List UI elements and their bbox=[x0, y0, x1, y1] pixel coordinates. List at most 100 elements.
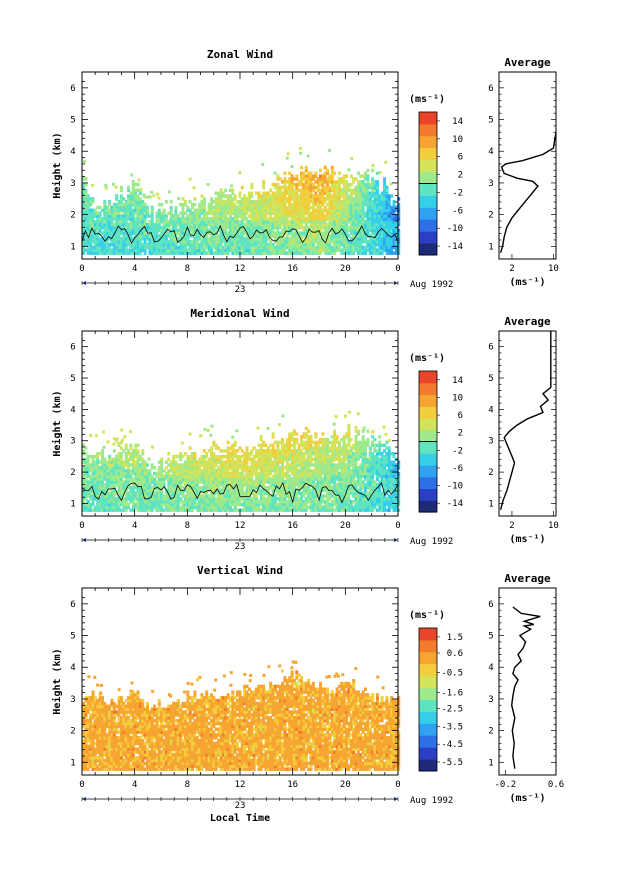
heatmap-cell bbox=[202, 197, 206, 201]
heatmap-cell bbox=[172, 248, 176, 252]
heatmap-cell bbox=[278, 237, 282, 241]
heatmap-cell bbox=[307, 211, 311, 215]
heatmap-cell bbox=[172, 471, 176, 476]
heatmap-cell bbox=[176, 488, 180, 493]
heatmap-cell bbox=[359, 214, 363, 218]
heatmap-cell bbox=[103, 469, 107, 473]
heatmap-cell bbox=[326, 194, 330, 198]
heatmap-cell bbox=[200, 245, 204, 250]
heatmap-cell bbox=[131, 202, 135, 207]
heatmap-cell bbox=[373, 214, 377, 218]
heatmap-cell bbox=[141, 466, 145, 470]
heatmap-cell bbox=[278, 197, 282, 201]
heatmap-cell bbox=[98, 485, 102, 490]
heatmap-cell bbox=[278, 251, 282, 255]
heatmap-cell bbox=[214, 485, 218, 490]
heatmap-cell bbox=[219, 240, 223, 244]
heatmap-cell bbox=[236, 497, 239, 501]
heatmap-cell bbox=[314, 180, 318, 184]
heatmap-cell bbox=[122, 234, 126, 238]
heatmap-cell bbox=[366, 214, 370, 218]
heatmap-cell bbox=[86, 502, 90, 507]
heatmap-cell bbox=[385, 205, 389, 210]
heatmap-cell bbox=[392, 240, 396, 244]
heatmap-cell bbox=[290, 242, 294, 247]
heatmap-cell bbox=[115, 463, 119, 467]
heatmap-cell bbox=[195, 245, 199, 250]
heatmap-cell bbox=[361, 208, 365, 213]
heatmap-cell bbox=[191, 240, 194, 244]
heatmap-cell bbox=[214, 480, 218, 484]
heatmap-cell bbox=[245, 237, 249, 241]
heatmap-cell bbox=[354, 177, 358, 181]
heatmap-cell bbox=[290, 208, 294, 213]
heatmap-cell bbox=[105, 463, 109, 467]
heatmap-cell bbox=[262, 217, 266, 221]
heatmap-cell bbox=[292, 460, 296, 464]
heatmap-cell bbox=[153, 231, 157, 235]
heatmap-cell bbox=[93, 483, 97, 487]
heatmap-cell bbox=[290, 180, 294, 184]
heatmap-cell bbox=[221, 508, 225, 512]
heatmap-cell bbox=[181, 502, 185, 507]
heatmap-cell bbox=[326, 463, 330, 467]
heatmap-cell bbox=[226, 491, 230, 495]
heatmap-cell bbox=[219, 494, 223, 498]
heatmap-cell bbox=[233, 497, 237, 501]
heatmap-cell bbox=[333, 211, 337, 215]
heatmap-cell bbox=[326, 177, 330, 181]
heatmap-cell bbox=[264, 222, 268, 227]
heatmap-cell bbox=[93, 505, 97, 510]
heatmap-cell bbox=[219, 500, 223, 504]
heatmap-cell bbox=[157, 494, 161, 498]
heatmap-cell bbox=[228, 452, 232, 456]
heatmap-cell bbox=[167, 251, 171, 255]
heatmap-cell bbox=[347, 217, 351, 221]
heatmap-cell bbox=[191, 248, 194, 252]
heatmap-cell bbox=[212, 443, 216, 447]
x-tick-label: 0 bbox=[395, 264, 400, 274]
heatmap-cell bbox=[340, 191, 344, 195]
heatmap-cell bbox=[274, 488, 277, 493]
heatmap-cell bbox=[210, 222, 213, 227]
heatmap-cell bbox=[269, 460, 273, 464]
heatmap-cell bbox=[150, 242, 154, 247]
heatmap-cell bbox=[228, 474, 232, 478]
heatmap-cell bbox=[84, 502, 88, 507]
heatmap-cell bbox=[304, 237, 308, 241]
heatmap-cell bbox=[352, 217, 356, 221]
heatmap-cell bbox=[257, 466, 261, 470]
heatmap-cell bbox=[266, 208, 270, 213]
heatmap-cell bbox=[226, 242, 230, 247]
heatmap-cell bbox=[311, 220, 315, 224]
heatmap-cell bbox=[288, 463, 292, 467]
heatmap-cell bbox=[302, 446, 306, 450]
heatmap-cell bbox=[274, 197, 277, 201]
heatmap-cell bbox=[297, 188, 301, 193]
heatmap-cell bbox=[269, 505, 273, 510]
heatmap-cell bbox=[157, 208, 161, 213]
heatmap-cell bbox=[366, 197, 370, 201]
heatmap-cell bbox=[259, 502, 263, 507]
heatmap-cell bbox=[210, 200, 213, 204]
heatmap-cell bbox=[127, 188, 130, 193]
heatmap-cell bbox=[300, 237, 303, 241]
heatmap-cell bbox=[233, 440, 237, 445]
y-tick-label: 6 bbox=[70, 84, 75, 94]
heatmap-cell bbox=[266, 452, 270, 456]
heatmap-cell bbox=[309, 234, 313, 238]
heatmap-cell bbox=[205, 237, 209, 241]
heatmap-cell bbox=[105, 222, 109, 227]
heatmap-cell bbox=[122, 505, 126, 510]
heatmap-cell bbox=[219, 471, 223, 476]
heatmap-cell bbox=[186, 454, 190, 459]
heatmap-cell bbox=[236, 242, 239, 247]
heatmap-cell bbox=[101, 485, 104, 490]
heatmap-cell bbox=[217, 245, 221, 250]
heatmap-cell bbox=[326, 485, 330, 490]
heatmap-cell bbox=[112, 222, 116, 227]
heatmap-cell bbox=[397, 217, 401, 221]
heatmap-cell bbox=[101, 242, 104, 247]
heatmap-cell bbox=[96, 491, 100, 495]
heatmap-cell bbox=[205, 471, 209, 476]
